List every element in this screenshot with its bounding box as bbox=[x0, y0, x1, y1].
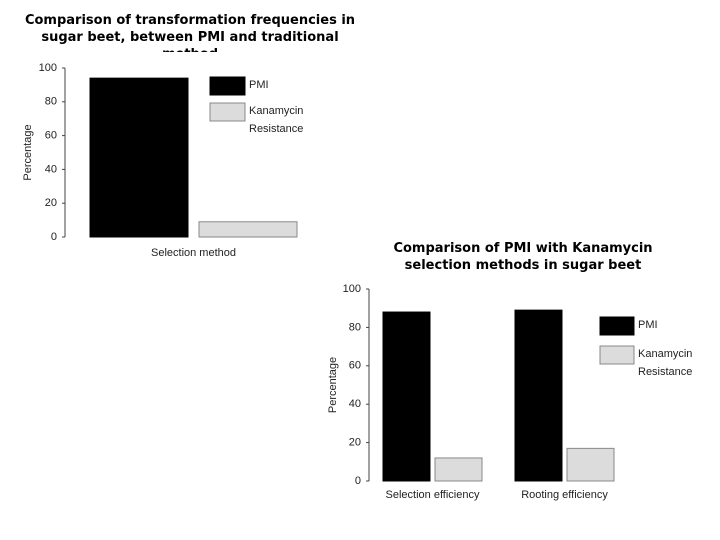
y-tick-label: 40 bbox=[45, 163, 57, 175]
legend-swatch bbox=[599, 316, 635, 336]
x-tick-label: Selection efficiency bbox=[386, 489, 480, 501]
bar bbox=[198, 221, 298, 238]
legend-label-box: PMI bbox=[249, 79, 269, 91]
y-tick-label: 0 bbox=[355, 475, 361, 487]
y-tick-label: 40 bbox=[349, 398, 361, 410]
legend-label-box: PMI bbox=[638, 319, 658, 331]
legend-swatch bbox=[599, 345, 635, 365]
y-tick-label: 60 bbox=[349, 360, 361, 372]
y-tick-label: 80 bbox=[45, 96, 57, 108]
legend-label-box: Kanamycin Resistance bbox=[638, 348, 693, 378]
bar bbox=[382, 311, 431, 482]
legend-label: Kanamycin Resistance bbox=[249, 105, 304, 135]
y-axis-label: Percentage bbox=[327, 357, 339, 413]
bar bbox=[566, 447, 615, 482]
chart-title: Comparison of PMI with Kanamycin selecti… bbox=[393, 241, 653, 273]
legend-label: Kanamycin Resistance bbox=[638, 348, 693, 378]
y-tick-label: 20 bbox=[45, 197, 57, 209]
legend-label-box: Kanamycin Resistance bbox=[249, 105, 304, 135]
x-tick-label: Selection method bbox=[151, 247, 236, 259]
y-tick-label: 0 bbox=[51, 231, 57, 243]
y-tick-label: 60 bbox=[45, 130, 57, 142]
chart-title-box: Comparison of PMI with Kanamycin selecti… bbox=[393, 241, 653, 273]
legend-label: PMI bbox=[638, 319, 658, 331]
chart-title-box: Comparison of transformation frequencies… bbox=[24, 13, 356, 52]
y-axis-label: Percentage bbox=[22, 124, 34, 180]
x-tick-label: Rooting efficiency bbox=[521, 489, 608, 501]
bar bbox=[514, 309, 563, 482]
y-tick-label: 100 bbox=[343, 283, 361, 295]
chart-title: Comparison of transformation frequencies… bbox=[24, 13, 356, 52]
y-tick-label: 80 bbox=[349, 321, 361, 333]
legend-swatch bbox=[209, 76, 246, 96]
y-tick-label: 100 bbox=[39, 62, 57, 74]
bar bbox=[434, 457, 483, 482]
legend-label: PMI bbox=[249, 79, 269, 91]
bar bbox=[89, 77, 189, 238]
y-tick-label: 20 bbox=[349, 437, 361, 449]
legend-swatch bbox=[209, 102, 246, 122]
